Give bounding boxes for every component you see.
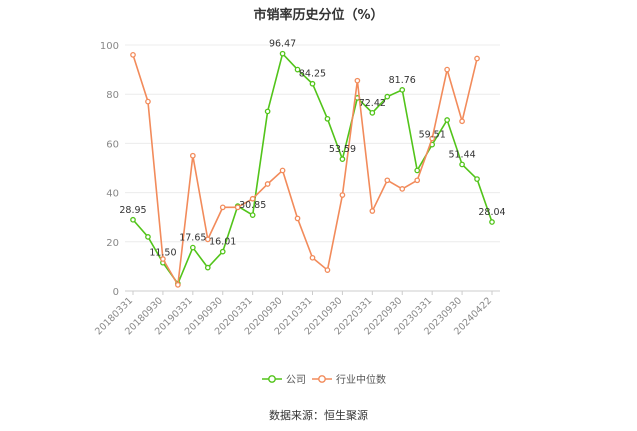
data-point [474, 55, 480, 62]
data-point [369, 208, 376, 214]
data-point [204, 264, 211, 271]
data-label: 81.76 [389, 75, 416, 86]
data-point [354, 77, 361, 84]
data-point [324, 267, 331, 273]
data-point [324, 115, 331, 122]
data-label: 59.51 [419, 130, 446, 141]
data-point [249, 195, 256, 202]
data-point [279, 50, 286, 57]
data-point [309, 254, 316, 261]
legend-label: 公司 [286, 375, 306, 386]
data-point [279, 167, 286, 174]
data-point [459, 118, 465, 125]
data-point [249, 212, 256, 218]
y-tick-label: 0 [113, 287, 119, 298]
data-point [145, 98, 151, 105]
data-point [130, 216, 136, 223]
data-label: 51.44 [448, 149, 475, 160]
data-point [399, 87, 406, 93]
data-point [399, 186, 406, 192]
chart-title: 市销率历史分位（%） [253, 8, 384, 23]
data-label: 17.65 [179, 233, 206, 244]
data-point [444, 66, 450, 73]
data-label: 16.01 [209, 237, 236, 248]
legend-label: 行业中位数 [336, 373, 386, 386]
data-label: 28.04 [478, 207, 505, 218]
data-label: 11.50 [149, 248, 176, 259]
data-point [459, 161, 465, 168]
data-point [489, 219, 495, 225]
data-point [264, 181, 271, 187]
data-point [234, 204, 241, 211]
data-point [294, 66, 301, 73]
data-point [294, 215, 301, 222]
data-point [369, 109, 376, 116]
data-point [414, 167, 421, 174]
data-point [189, 244, 196, 251]
data-point [219, 204, 226, 211]
y-tick-label: 60 [106, 139, 119, 150]
data-point [444, 117, 450, 123]
data-point [204, 236, 211, 243]
data-point [339, 192, 346, 198]
data-label: 53.59 [329, 144, 356, 155]
data-label: 84.25 [299, 69, 326, 80]
data-point [175, 281, 181, 288]
series-line-industry-median [132, 54, 478, 288]
data-point [309, 80, 316, 87]
data-point [414, 177, 421, 184]
y-tick-label: 20 [106, 238, 119, 249]
data-point [474, 176, 480, 182]
series-line-company [132, 52, 493, 286]
data-point [384, 177, 391, 184]
data-label: 96.47 [269, 39, 296, 50]
data-point [384, 93, 391, 100]
y-tick-label: 40 [106, 189, 119, 200]
data-label: 28.95 [119, 205, 146, 216]
data-point [130, 51, 136, 58]
data-source: 数据来源：恒生聚源 [269, 409, 368, 422]
legend-item-company: 公司 [262, 375, 306, 386]
data-point [219, 248, 226, 255]
y-tick-label: 100 [100, 41, 119, 52]
data-label: 30.85 [239, 200, 266, 211]
data-point [264, 108, 271, 115]
data-point [160, 256, 166, 262]
y-tick-label: 80 [106, 90, 119, 101]
data-point [339, 156, 346, 163]
data-point [429, 135, 436, 142]
data-point [145, 234, 151, 240]
legend-item-industry-median: 行业中位数 [312, 373, 386, 386]
legend-marker [268, 375, 276, 383]
legend-marker [318, 375, 326, 383]
data-point [189, 152, 196, 159]
data-label: 72.42 [359, 98, 386, 109]
